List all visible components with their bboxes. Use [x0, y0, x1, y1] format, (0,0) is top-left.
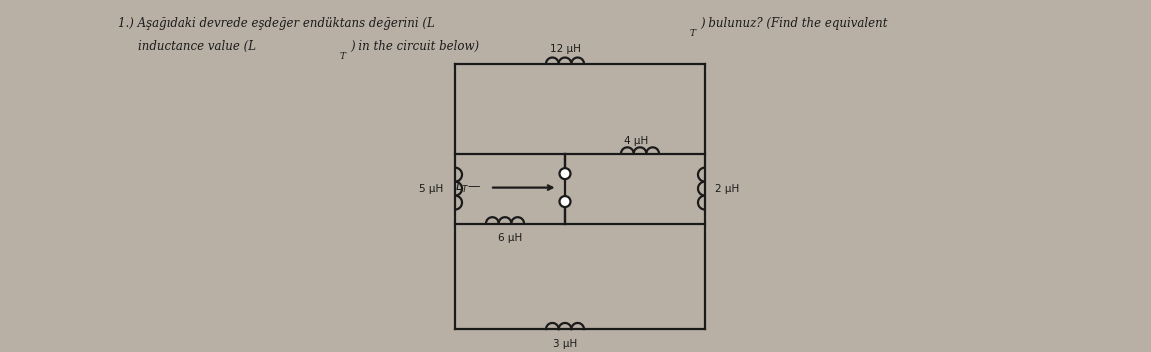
Circle shape — [559, 168, 571, 179]
Text: T: T — [689, 29, 695, 38]
Text: 1.) Aşağıdaki devrede eşdeğer endüktans değerini (L: 1.) Aşağıdaki devrede eşdeğer endüktans … — [119, 17, 435, 30]
Text: inductance value (L: inductance value (L — [138, 40, 256, 53]
Text: T: T — [340, 52, 345, 61]
Text: $\mathit{L_T}$—: $\mathit{L_T}$— — [456, 180, 482, 195]
Text: 12 μH: 12 μH — [549, 44, 580, 54]
Text: 6 μH: 6 μH — [498, 233, 523, 244]
Text: ) in the circuit below): ) in the circuit below) — [350, 40, 479, 53]
Circle shape — [559, 196, 571, 207]
Text: 3 μH: 3 μH — [552, 339, 577, 349]
Text: 5 μH: 5 μH — [419, 184, 443, 194]
Text: ) bulunuz? (Find the equivalent: ) bulunuz? (Find the equivalent — [700, 17, 887, 30]
Text: 4 μH: 4 μH — [624, 136, 648, 146]
Text: 2 μH: 2 μH — [715, 184, 739, 194]
